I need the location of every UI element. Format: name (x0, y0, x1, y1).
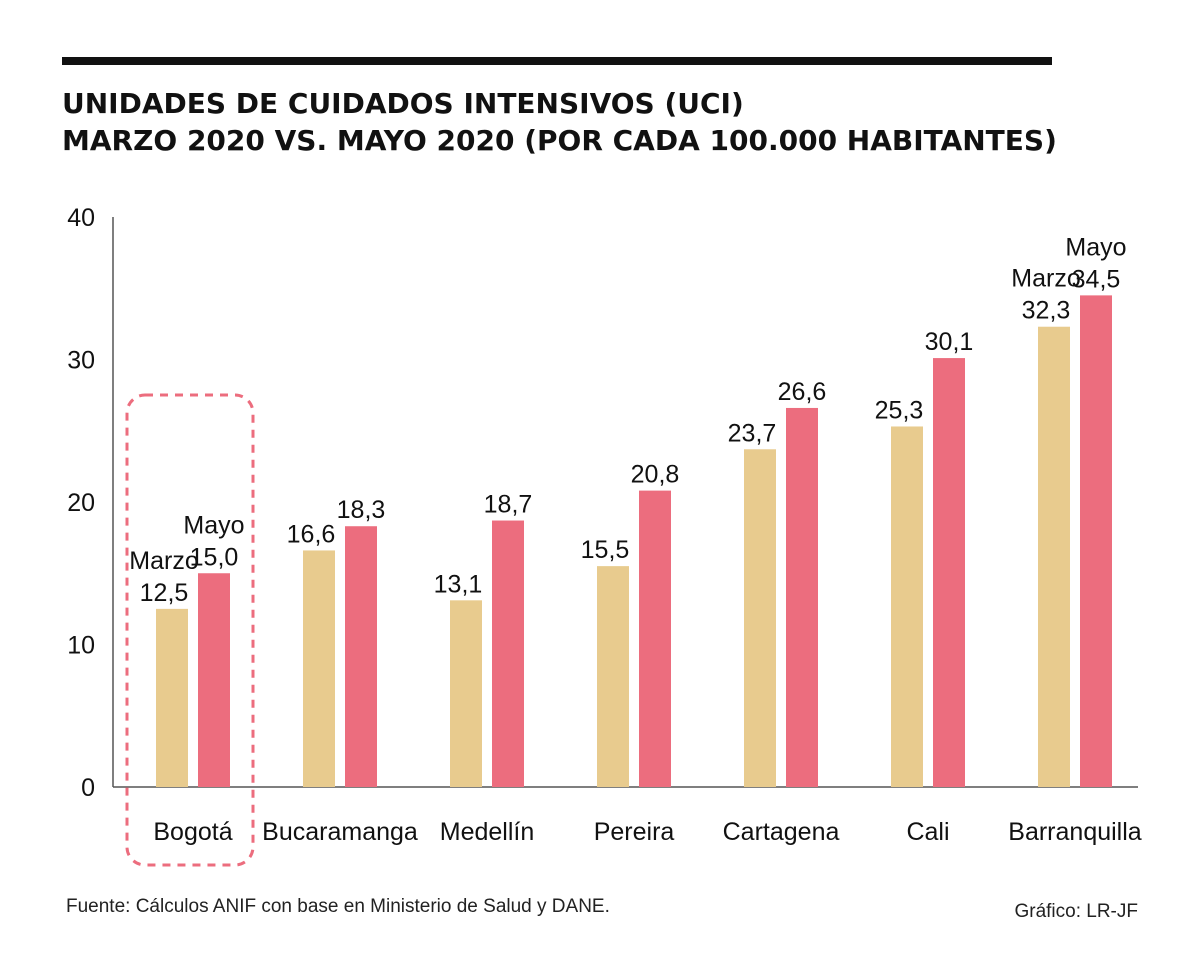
data-label: 23,7 (728, 419, 777, 447)
bar-marzo (744, 449, 776, 787)
data-label: 32,3 (1022, 297, 1071, 325)
series-name-label: Mayo (1065, 233, 1126, 261)
data-label: 12,5 (140, 579, 189, 607)
bar-mayo (1080, 295, 1112, 787)
bar-marzo (891, 426, 923, 787)
bar-mayo (933, 358, 965, 787)
highlight-box (125, 393, 255, 867)
data-label: 18,7 (484, 491, 533, 519)
data-label: 20,8 (631, 461, 680, 489)
x-category-label: Bogotá (153, 818, 232, 846)
chart-title-line-1: UNIDADES DE CUIDADOS INTENSIVOS (UCI) (62, 87, 744, 120)
data-label: 16,6 (287, 520, 336, 548)
data-label: 18,3 (337, 496, 386, 524)
x-category-label: Cali (906, 818, 949, 846)
bar-mayo (639, 490, 671, 787)
y-tick-label: 10 (67, 632, 95, 660)
x-category-label: Bucaramanga (262, 818, 418, 846)
bar-mayo (345, 526, 377, 787)
x-category-label: Barranquilla (1008, 818, 1142, 846)
y-tick-label: 30 (67, 347, 95, 375)
y-tick-label: 20 (67, 489, 95, 517)
bar-mayo (492, 520, 524, 787)
bar-marzo (597, 566, 629, 787)
data-label: 13,1 (434, 570, 483, 598)
bar-marzo (303, 550, 335, 787)
x-category-label: Cartagena (723, 818, 840, 846)
x-category-label: Pereira (594, 818, 675, 846)
credit-note: Gráfico: LR-JF (1014, 901, 1138, 922)
y-tick-label: 40 (67, 204, 95, 232)
y-tick-label: 0 (81, 774, 95, 802)
bar-mayo (198, 573, 230, 787)
data-label: 25,3 (875, 396, 924, 424)
bar-marzo (450, 600, 482, 787)
data-label: 34,5 (1072, 265, 1121, 293)
bar-marzo (1038, 326, 1070, 787)
x-category-label: Medellín (440, 818, 535, 846)
series-name-label: Marzo (129, 547, 198, 575)
chart-title-line-2: MARZO 2020 VS. MAYO 2020 (POR CADA 100.0… (62, 124, 1057, 157)
data-label: 26,6 (778, 378, 827, 406)
series-name-label: Marzo (1011, 265, 1080, 293)
bar-marzo (156, 608, 188, 787)
top-rule (62, 57, 1052, 65)
bar-mayo (786, 407, 818, 787)
data-label: 15,5 (581, 536, 630, 564)
data-label: 30,1 (925, 328, 974, 356)
series-name-label: Mayo (183, 511, 244, 539)
source-note: Fuente: Cálculos ANIF con base en Minist… (66, 896, 610, 917)
data-label: 15,0 (190, 543, 239, 571)
